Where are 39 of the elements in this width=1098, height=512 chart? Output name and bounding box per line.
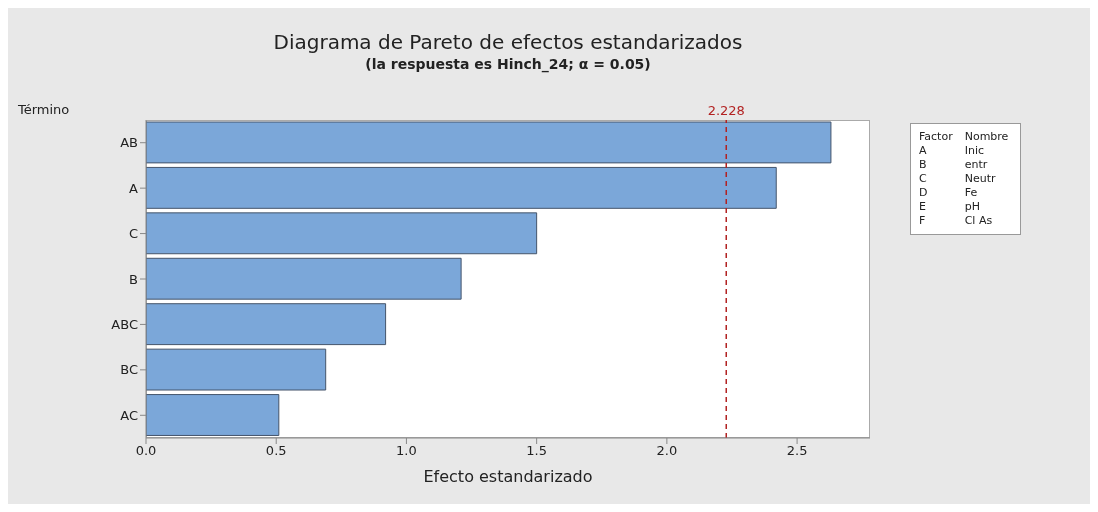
text: D (919, 186, 929, 200)
text: Inic (964, 144, 985, 158)
text: Nombre (964, 130, 1009, 144)
bar (146, 394, 280, 436)
text: Cl As (964, 214, 994, 228)
x-tick-label: 2.0 (656, 443, 678, 459)
bar (146, 166, 777, 209)
y-tick-label: C (128, 226, 138, 242)
bar (146, 212, 538, 255)
x-tick-label: 0.0 (135, 443, 157, 459)
x-tick-label: 1.5 (526, 443, 547, 459)
text: C (919, 172, 928, 186)
y-axis-title: Término (18, 102, 70, 117)
bar (146, 303, 387, 346)
ref-line-label: 2.228 (707, 103, 745, 118)
x-tick-label: 1.0 (396, 443, 417, 459)
chart-title: Diagrama de Pareto de efectos estandarizados (272, 30, 744, 54)
bar (146, 257, 462, 300)
text: E (919, 200, 927, 214)
y-tick-label: BC (120, 362, 138, 378)
y-tick-label: A (129, 180, 139, 196)
text: F (919, 214, 927, 228)
text: Fe (964, 186, 979, 200)
text: Factor (919, 130, 953, 144)
text: entr (964, 158, 989, 172)
text: pH (964, 200, 981, 214)
y-tick-label: AC (120, 407, 138, 423)
text: B (919, 158, 928, 172)
x-axis-title: Efecto estandarizado (423, 467, 593, 486)
bar (146, 121, 832, 164)
chart-subtitle: (la respuesta es Hinch_24; α = 0.05) (364, 56, 652, 72)
y-tick-label: B (129, 271, 138, 287)
x-tick-label: 2.5 (786, 443, 808, 459)
y-tick-label: ABC (111, 317, 138, 333)
y-tick-label: AB (120, 135, 138, 151)
text: Neutr (964, 172, 997, 186)
x-tick-label: 0.5 (265, 443, 287, 459)
text: A (919, 144, 928, 158)
bar (146, 348, 327, 391)
